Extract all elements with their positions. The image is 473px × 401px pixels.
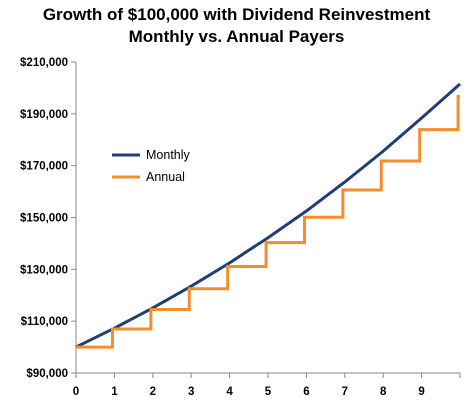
y-tick-label: $150,000 (20, 213, 68, 225)
y-tick-label: $130,000 (20, 264, 68, 276)
chart-title: Growth of $100,000 with Dividend Reinves… (42, 5, 431, 24)
y-tick-label: $190,000 (20, 109, 68, 121)
x-tick-label: 5 (265, 386, 272, 398)
x-tick-label: 4 (226, 386, 233, 398)
x-tick-label: 1 (111, 386, 118, 398)
x-tick-label: 6 (303, 386, 309, 398)
x-tick-label: 2 (150, 386, 156, 398)
x-tick-label: 9 (418, 386, 424, 398)
chart-title-block: Growth of $100,000 with Dividend Reinves… (0, 4, 473, 48)
series-line-monthly (75, 82, 461, 349)
series-line-annual (76, 94, 460, 349)
y-tick-label: $110,000 (21, 316, 68, 328)
y-tick-label: $210,000 (20, 57, 68, 69)
legend: Monthly Annual (108, 140, 206, 190)
y-tick-label: $90,000 (26, 368, 68, 380)
y-tick-label: $170,000 (20, 161, 68, 173)
legend-box (108, 140, 206, 190)
x-tick-label: 3 (188, 386, 194, 398)
x-tick-label: 0 (73, 386, 79, 398)
x-tick-label: 7 (342, 386, 348, 398)
x-tick-label: 8 (380, 386, 387, 398)
legend-label-annual: Annual (146, 170, 185, 184)
chart-subtitle: Monthly vs. Annual Payers (128, 27, 345, 46)
legend-label-monthly: Monthly (146, 148, 191, 162)
